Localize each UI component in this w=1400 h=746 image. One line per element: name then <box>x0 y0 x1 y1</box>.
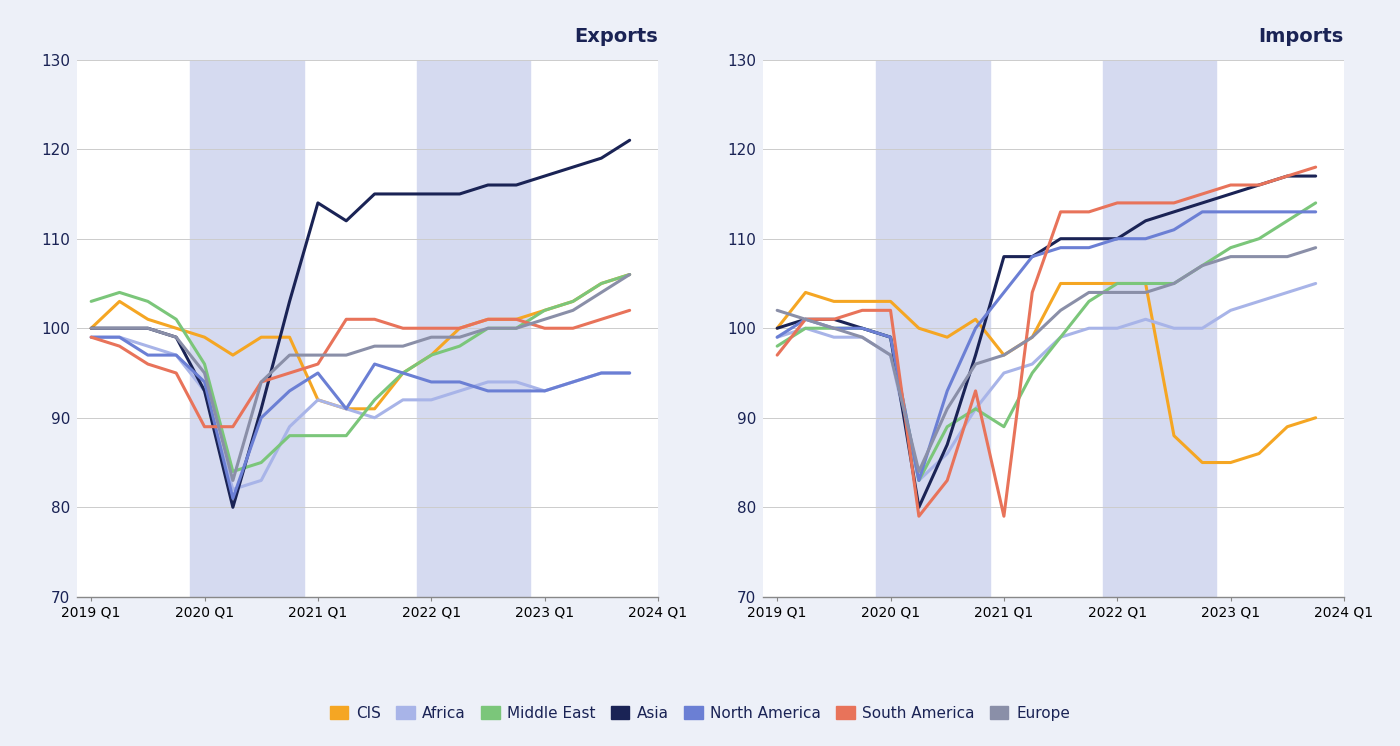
Bar <box>190 60 304 597</box>
Bar <box>1103 60 1217 597</box>
Legend: CIS, Africa, Middle East, Asia, North America, South America, Europe: CIS, Africa, Middle East, Asia, North Am… <box>323 700 1077 727</box>
Bar <box>417 60 531 597</box>
Text: Imports: Imports <box>1259 28 1344 46</box>
Text: Exports: Exports <box>574 28 658 46</box>
Bar <box>876 60 990 597</box>
